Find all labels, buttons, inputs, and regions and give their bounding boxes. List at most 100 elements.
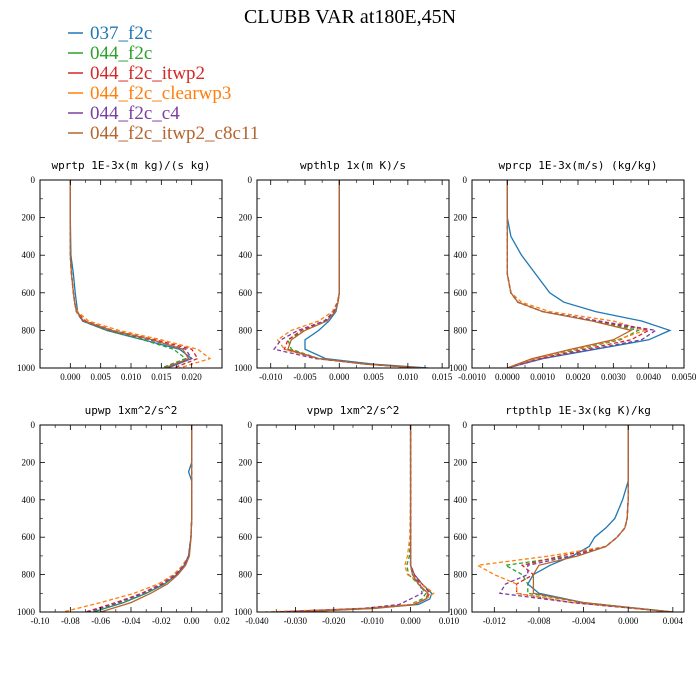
x-tick-label: 0.020: [182, 372, 203, 382]
x-tick-label: 0.0040: [636, 372, 661, 382]
x-tick-label: 0.015: [432, 372, 453, 382]
series-line: [506, 180, 658, 368]
series-line: [92, 425, 193, 612]
series-line: [506, 180, 672, 368]
panel-title: wprcp 1E-3x(m/s) (kg/kg): [499, 159, 658, 172]
series-line: [69, 180, 194, 368]
y-tick-label: 600: [239, 288, 253, 298]
y-tick-label: 600: [239, 532, 253, 542]
series-line: [272, 180, 422, 368]
y-tick-label: 200: [22, 213, 36, 223]
y-tick-label: 0: [248, 420, 253, 430]
y-tick-label: 800: [22, 570, 36, 580]
legend-entry: 044_f2c: [68, 43, 152, 64]
x-tick-label: 0.0050: [672, 372, 697, 382]
series-line: [506, 180, 651, 368]
series-line: [85, 425, 193, 612]
legend-label: 044_f2c_itwp2: [90, 63, 205, 84]
series-line: [287, 180, 422, 368]
series-line: [304, 180, 429, 368]
panels: wprtp 1E-3x(m kg)/(s kg) 0 200 400 600 800 100…: [17, 159, 697, 626]
series-line: [69, 180, 212, 368]
y-tick-label: 200: [454, 213, 468, 223]
y-tick-label: 0: [463, 175, 468, 185]
series-group: [272, 180, 429, 368]
y-tick-label: 0: [31, 420, 36, 430]
y-tick-label: 600: [22, 532, 36, 542]
x-tick-label: 0.004: [663, 616, 684, 626]
legend-label: 044_f2c_itwp2_c8c11: [90, 123, 259, 144]
legend-label: 044_f2c: [90, 43, 152, 64]
x-tick-label: 0.00: [184, 616, 200, 626]
series-line: [506, 180, 633, 368]
y-tick-label: 800: [22, 325, 36, 335]
chart-panel: wpthlp 1x(m K)/s 0 200 400 600 800 1000 -0.010-…: [234, 159, 453, 382]
series-group: [475, 425, 673, 612]
series-line: [503, 425, 673, 612]
y-tick-label: 800: [454, 325, 468, 335]
x-tick-label: 0.000: [618, 616, 639, 626]
chart-panel: rtpthlp 1E-3x(kg K)/kg 0 200 400 600 800 1000 -…: [449, 404, 685, 626]
chart-panel: wprtp 1E-3x(m kg)/(s kg) 0 200 400 600 800 100…: [17, 159, 223, 382]
series-group: [264, 425, 435, 612]
series-line: [526, 425, 673, 612]
x-tick-label: 0.000: [60, 372, 81, 382]
series-group: [69, 180, 212, 368]
series-line: [100, 425, 193, 612]
x-tick-label: -0.06: [91, 616, 110, 626]
legend-label: 037_f2c: [90, 23, 152, 44]
series-line: [506, 180, 648, 368]
series-line: [276, 425, 423, 612]
panel-title: upwp 1xm^2/s^2: [85, 404, 178, 417]
series-line: [287, 180, 422, 368]
plot-frame: [256, 424, 450, 613]
y-tick-label: 200: [239, 213, 253, 223]
y-tick-label: 0: [248, 175, 253, 185]
x-tick-label: 0.0030: [601, 372, 626, 382]
panel-title: rtpthlp 1E-3x(kg K)/kg: [505, 404, 651, 417]
x-tick-label: 0.02: [214, 616, 230, 626]
series-line: [264, 425, 435, 612]
series-line: [276, 180, 422, 368]
series-line: [92, 425, 193, 612]
y-tick-label: 400: [454, 495, 468, 505]
legend: 037_f2c044_f2c044_f2c_itwp2044_f2c_clear…: [68, 23, 259, 144]
y-tick-label: 1000: [234, 363, 253, 373]
series-line: [295, 425, 427, 612]
panel-title: wprtp 1E-3x(m kg)/(s kg): [52, 159, 211, 172]
x-tick-label: 0.000: [329, 372, 350, 382]
plot-frame: [256, 179, 450, 369]
x-tick-label: -0.0010: [458, 372, 486, 382]
y-tick-label: 200: [454, 457, 468, 467]
y-tick-label: 600: [22, 288, 36, 298]
y-tick-label: 1000: [17, 607, 36, 617]
x-tick-label: 0.010: [439, 616, 460, 626]
x-tick-label: 0.015: [151, 372, 172, 382]
x-tick-label: -0.012: [483, 616, 506, 626]
x-tick-label: 0.0020: [566, 372, 591, 382]
y-tick-label: 1000: [17, 363, 36, 373]
x-tick-label: 0.010: [398, 372, 419, 382]
y-tick-label: 1000: [449, 607, 468, 617]
series-line: [295, 425, 429, 612]
legend-label: 044_f2c_clearwp3: [90, 83, 231, 104]
x-tick-label: 0.0010: [530, 372, 555, 382]
x-tick-label: -0.02: [152, 616, 171, 626]
x-tick-label: 0.010: [121, 372, 142, 382]
y-tick-label: 600: [454, 288, 468, 298]
plot-frame: [39, 424, 223, 613]
series-line: [532, 425, 671, 612]
chart-panel: vpwp 1xm^2/s^2 0 200 400 600 800 1000-0.040 -0.…: [234, 404, 460, 626]
x-tick-label: -0.010: [361, 616, 385, 626]
x-tick-label: -0.004: [572, 616, 596, 626]
x-tick-label: -0.020: [322, 616, 346, 626]
legend-entry: 044_f2c_itwp2: [68, 63, 205, 84]
y-tick-label: 400: [239, 495, 253, 505]
x-tick-label: -0.008: [527, 616, 551, 626]
x-tick-label: 0.000: [400, 616, 421, 626]
series-line: [276, 425, 431, 612]
y-tick-label: 600: [454, 532, 468, 542]
series-line: [295, 425, 433, 612]
panel-title: wpthlp 1x(m K)/s: [300, 159, 406, 172]
y-tick-label: 1000: [234, 607, 253, 617]
